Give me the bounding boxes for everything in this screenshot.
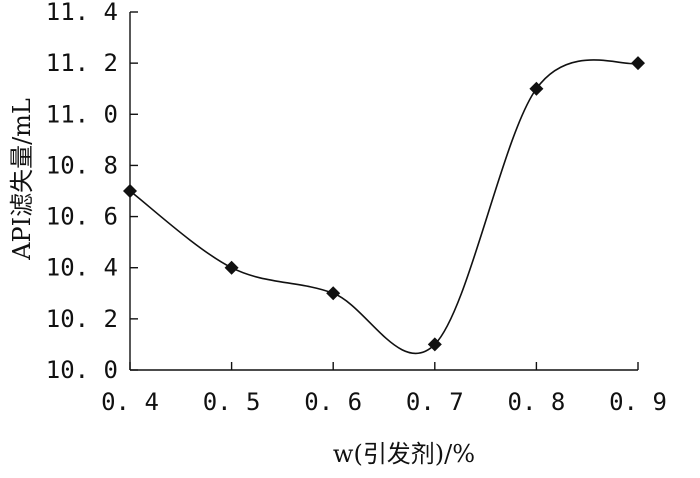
data-point-marker: [427, 337, 442, 352]
data-point-marker: [123, 184, 137, 198]
y-tick-label: 11. 4: [46, 0, 118, 26]
x-axis-ticks: 0. 4 0. 5 0. 6 0. 7 0. 8 0. 9: [101, 362, 667, 416]
y-tick-label: 10. 2: [46, 305, 118, 333]
y-tick-label: 10. 8: [46, 151, 118, 179]
x-tick-label: 0. 5: [203, 388, 261, 416]
x-tick-label: 0. 7: [406, 388, 464, 416]
y-axis-ticks: 10. 0 10. 2 10. 4 10. 6 10. 8 11. 0 11. 2 11. 4: [46, 0, 138, 384]
x-axis-label: w(引发剂)/%: [333, 440, 475, 468]
data-point-marker: [631, 56, 645, 71]
x-tick-label: 0. 4: [101, 388, 159, 416]
y-tick-label: 10. 0: [46, 356, 118, 384]
x-tick-label: 0. 8: [508, 388, 566, 416]
data-point-marker: [224, 260, 239, 275]
x-tick-label: 0. 6: [304, 388, 362, 416]
axes: [129, 12, 638, 371]
y-axis-label: API滤失量/mL: [8, 98, 36, 261]
data-point-marker: [326, 286, 341, 301]
y-tick-label: 10. 4: [46, 254, 118, 282]
data-point-marker: [529, 81, 544, 96]
y-tick-label: 11. 0: [46, 100, 118, 128]
data-points: [123, 56, 645, 352]
y-tick-label: 10. 6: [46, 203, 118, 231]
series-line: [129, 59, 639, 355]
y-tick-label: 11. 2: [46, 49, 118, 77]
x-tick-label: 0. 9: [609, 388, 667, 416]
